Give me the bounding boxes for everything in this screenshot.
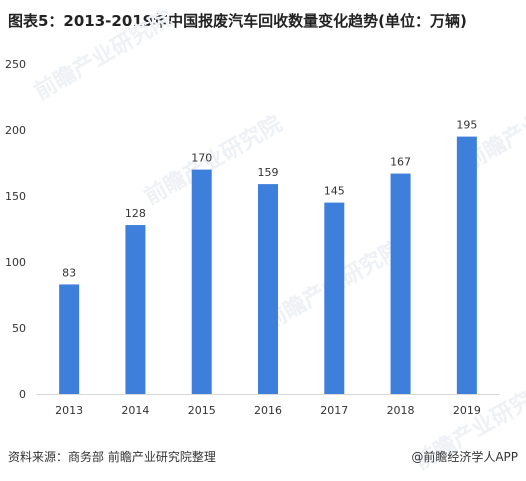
data-label-2017: 145 <box>324 185 345 198</box>
bar-2018 <box>390 173 411 394</box>
data-label-2019: 195 <box>456 119 477 132</box>
x-tick-label-2019: 2019 <box>453 404 481 417</box>
x-tick-label-2017: 2017 <box>320 404 348 417</box>
bar-2017 <box>324 202 345 394</box>
x-tick-label-2014: 2014 <box>121 404 149 417</box>
bar-2016 <box>258 184 278 394</box>
source-note: 资料来源：商务部 前瞻产业研究院整理 <box>8 450 216 464</box>
data-label-2014: 128 <box>125 207 146 220</box>
bar-2019 <box>456 136 477 394</box>
watermark-text: 前瞻产业研究院 <box>30 6 176 106</box>
y-tick-label: 250 <box>5 58 26 71</box>
x-axis: 2013 2014 2015 2016 2017 2018 2019 <box>55 404 481 417</box>
footer: 资料来源：商务部 前瞻产业研究院整理 @前瞻经济学人APP <box>0 448 526 468</box>
data-label-2016: 159 <box>258 166 279 179</box>
data-label-2018: 167 <box>390 156 411 169</box>
y-tick-label: 200 <box>5 124 26 137</box>
chart-title: 图表5：2013-2019年中国报废汽车回收数量变化趋势(单位：万辆) <box>8 12 467 30</box>
x-tick-label-2013: 2013 <box>55 404 83 417</box>
y-tick-label: 150 <box>5 190 26 203</box>
y-axis: 0 50 100 150 200 250 <box>5 58 26 401</box>
bar-2015 <box>191 169 212 394</box>
bar-2014 <box>125 225 146 394</box>
x-tick-label-2015: 2015 <box>188 404 216 417</box>
bars: 83 128 170 159 145 167 195 <box>59 119 477 394</box>
y-tick-label: 0 <box>19 388 26 401</box>
credit-note: @前瞻经济学人APP <box>411 450 518 464</box>
y-tick-label: 50 <box>12 322 26 335</box>
data-label-2015: 170 <box>191 152 212 165</box>
x-tick-label-2018: 2018 <box>387 404 415 417</box>
y-tick-label: 100 <box>5 256 26 269</box>
bar-2013 <box>59 284 80 394</box>
x-tick-label-2016: 2016 <box>254 404 282 417</box>
data-label-2013: 83 <box>62 266 76 279</box>
